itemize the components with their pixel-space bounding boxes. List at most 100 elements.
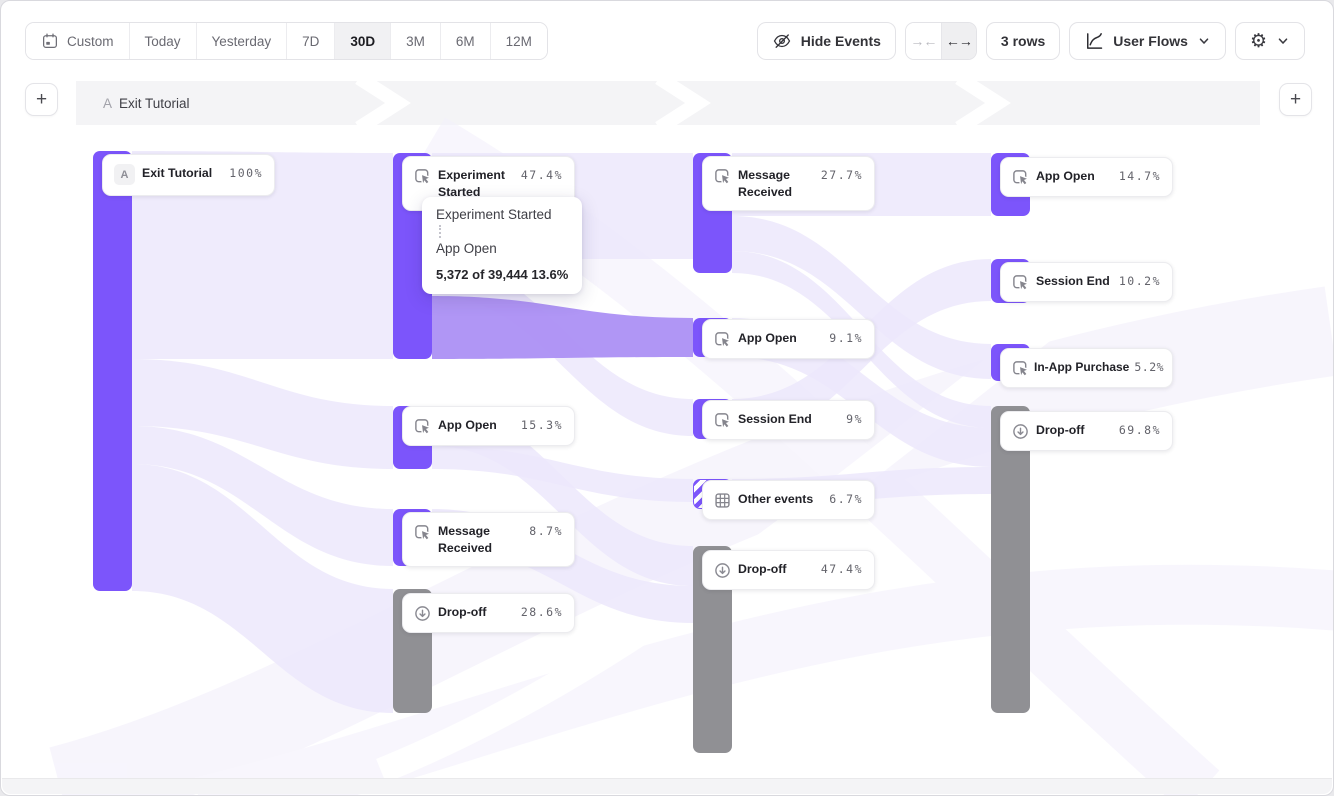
flow-node-card-message-received-2[interactable]: Message Received 8.7%	[402, 512, 575, 568]
tooltip-connector-dots	[439, 225, 441, 238]
event-click-icon	[1012, 274, 1031, 295]
add-step-left-button[interactable]: +	[25, 83, 58, 116]
node-name: App Open	[438, 418, 497, 432]
flow-node-bar-exit-tutorial[interactable]	[93, 151, 132, 591]
node-name: Session End	[1036, 274, 1110, 288]
node-name: In-App Purchase	[1034, 360, 1130, 374]
hide-events-label: Hide Events	[800, 33, 881, 49]
date-range-30d-selected[interactable]: 30D	[335, 23, 392, 59]
flow-node-card-message-received-3[interactable]: Message Received 27.7%	[702, 156, 875, 212]
dropoff-icon	[414, 605, 431, 622]
date-range-selector: Custom Today Yesterday 7D 30D 3M 6M 12M	[25, 22, 548, 60]
rows-label: 3 rows	[1000, 33, 1046, 49]
node-name: Session End	[738, 412, 812, 426]
node-name: Drop-off	[1036, 423, 1085, 437]
eye-off-icon	[772, 31, 792, 51]
event-badge-a: A	[114, 164, 135, 185]
flow-node-card-dropoff-4[interactable]: Drop-off 69.8%	[1000, 411, 1173, 451]
node-percent: 5.2%	[1134, 360, 1165, 374]
collapse-columns-button[interactable]: →←	[905, 23, 941, 59]
collapse-arrows-icon: →←	[910, 33, 937, 49]
tooltip-stats: 5,372 of 39,444 13.6%	[436, 267, 569, 282]
flow-node-card-in-app-purchase-4[interactable]: In-App Purchase 5.2%	[1000, 348, 1173, 388]
date-range-label: Today	[144, 33, 181, 49]
step-bar[interactable]: A Exit Tutorial	[76, 81, 1260, 125]
date-range-label: 6M	[455, 33, 475, 49]
date-range-label: 30D	[350, 33, 376, 49]
flow-node-card-other-events-3[interactable]: Other events 6.7%	[702, 480, 875, 520]
flow-node-card-app-open-3[interactable]: App Open 9.1%	[702, 319, 875, 359]
chevron-down-icon	[1276, 34, 1290, 48]
node-name: Drop-off	[438, 605, 487, 619]
step-badge: A	[103, 95, 113, 111]
step-event-name: Exit Tutorial	[119, 95, 190, 111]
date-range-custom[interactable]: Custom	[26, 23, 130, 59]
date-range-today[interactable]: Today	[129, 23, 197, 59]
tooltip-from-event: Experiment Started	[436, 207, 552, 222]
date-range-label: 7D	[302, 33, 320, 49]
node-percent: 6.7%	[829, 492, 863, 506]
toolbar-right-group: Hide Events →← ←→ 3 rows User Flows ⚙	[756, 22, 1305, 60]
node-name: Drop-off	[738, 562, 787, 576]
flow-node-card-app-open-2[interactable]: App Open 15.3%	[402, 406, 575, 446]
flow-node-bar-dropoff-4[interactable]	[991, 406, 1030, 713]
node-percent: 28.6%	[520, 605, 563, 619]
node-name: Message Received	[438, 524, 493, 555]
hide-events-button[interactable]: Hide Events	[756, 22, 896, 60]
calendar-icon	[41, 32, 59, 50]
date-range-label: 3M	[406, 33, 425, 49]
date-range-6m[interactable]: 6M	[440, 23, 491, 59]
plus-icon: +	[1289, 88, 1302, 110]
event-click-icon	[1012, 360, 1031, 381]
tooltip-to-event: App Open	[436, 241, 497, 256]
node-percent: 69.8%	[1118, 423, 1161, 437]
node-percent: 47.4%	[520, 168, 563, 182]
date-range-3m[interactable]: 3M	[391, 23, 441, 59]
flow-link-highlighted[interactable]	[432, 296, 693, 359]
flow-node-card-exit-tutorial[interactable]: A Exit Tutorial 100%	[102, 154, 275, 196]
event-click-icon	[714, 168, 733, 189]
expand-columns-button[interactable]: ←→	[940, 23, 976, 59]
view-selector-label: User Flows	[1113, 33, 1188, 49]
rows-button[interactable]: 3 rows	[985, 22, 1061, 60]
settings-dropdown[interactable]: ⚙	[1234, 22, 1305, 60]
node-percent: 47.4%	[820, 562, 863, 576]
step-1-label[interactable]: A Exit Tutorial	[103, 81, 190, 125]
node-percent: 9.1%	[829, 331, 863, 345]
node-name: App Open	[738, 331, 797, 345]
chevron-down-icon	[1197, 34, 1211, 48]
flow-node-card-session-end-3[interactable]: Session End 9%	[702, 400, 875, 440]
dropoff-icon	[714, 562, 731, 579]
node-percent: 15.3%	[520, 418, 563, 432]
flow-node-card-app-open-4[interactable]: App Open 14.7%	[1000, 157, 1173, 197]
node-name: App Open	[1036, 169, 1095, 183]
add-step-right-button[interactable]: +	[1279, 83, 1312, 116]
horizontal-scrollbar-track[interactable]	[2, 778, 1332, 794]
date-range-7d[interactable]: 7D	[287, 23, 336, 59]
flow-node-card-dropoff-3[interactable]: Drop-off 47.4%	[702, 550, 875, 590]
event-click-icon	[1012, 169, 1031, 190]
node-name: Exit Tutorial	[142, 166, 213, 180]
top-toolbar: Custom Today Yesterday 7D 30D 3M 6M 12M …	[1, 1, 1333, 73]
step-separators	[355, 81, 1011, 125]
view-selector-dropdown[interactable]: User Flows	[1069, 22, 1226, 60]
date-range-label: 12M	[505, 33, 532, 49]
event-click-icon	[414, 418, 433, 439]
flow-chart-icon	[1084, 31, 1104, 51]
sankey-canvas: A Exit Tutorial 100% Experiment Started …	[1, 117, 1333, 795]
date-range-12m[interactable]: 12M	[490, 23, 547, 59]
node-percent: 9%	[846, 412, 863, 426]
date-range-yesterday[interactable]: Yesterday	[196, 23, 288, 59]
dropoff-icon	[1012, 423, 1029, 440]
node-percent: 8.7%	[529, 524, 563, 538]
node-name: Message Received	[738, 168, 793, 199]
plus-icon: +	[35, 88, 48, 110]
grid-icon	[714, 492, 731, 509]
date-range-label: Custom	[67, 33, 114, 49]
flow-node-card-session-end-4[interactable]: Session End 10.2%	[1000, 262, 1173, 302]
event-click-icon	[714, 331, 733, 352]
flow-node-card-dropoff-2[interactable]: Drop-off 28.6%	[402, 593, 575, 633]
node-name: Experiment Started	[438, 168, 505, 199]
node-percent: 14.7%	[1118, 169, 1161, 183]
